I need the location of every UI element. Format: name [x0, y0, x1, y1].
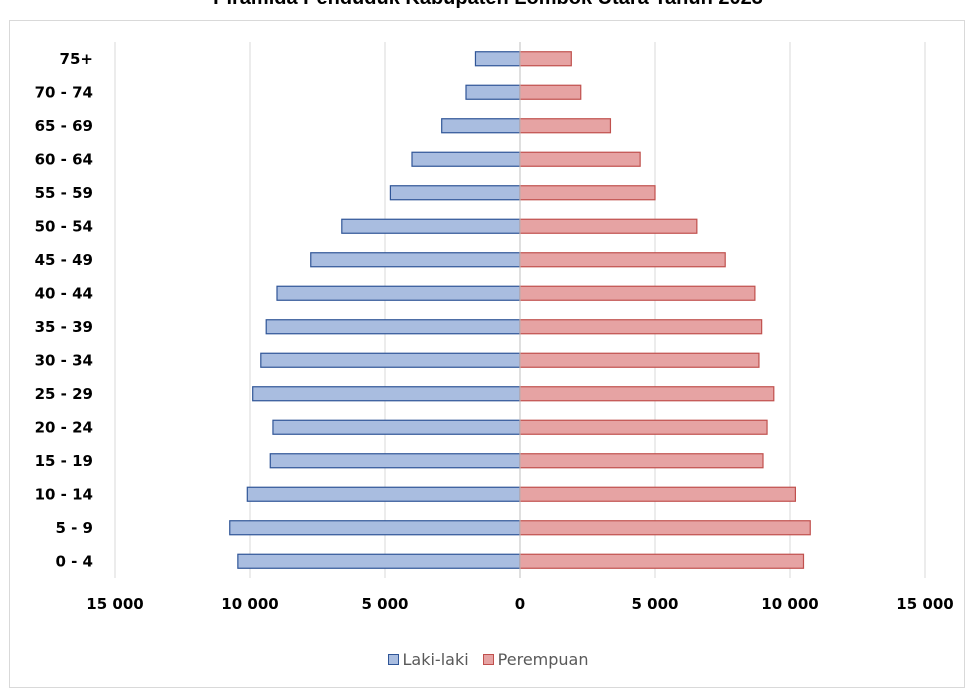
bar-laki-laki	[465, 84, 521, 100]
bar-perempuan	[519, 151, 641, 167]
bar-laki-laki	[341, 218, 521, 234]
bar-laki-laki	[272, 419, 521, 435]
y-tick-label: 50 - 54	[35, 217, 93, 235]
bar-laki-laki	[441, 118, 521, 134]
bar-perempuan	[519, 419, 768, 435]
legend-item-perempuan: Perempuan	[482, 650, 589, 669]
bar-laki-laki	[237, 553, 521, 569]
bar-perempuan	[519, 520, 811, 536]
y-tick-label: 20 - 24	[35, 418, 93, 436]
x-tick-label: 10 000	[761, 595, 818, 613]
legend-label-laki-laki: Laki-laki	[402, 650, 469, 669]
y-tick-label: 5 - 9	[55, 519, 93, 537]
axes: 15 000 10 000 5 000 0 5 000 10 000 15 000 0 - 4…	[35, 42, 954, 613]
legend-item-laki-laki: Laki-laki	[387, 650, 469, 669]
bar-perempuan	[519, 252, 726, 268]
bar-perempuan	[519, 352, 760, 368]
legend: Laki-laki Perempuan	[0, 650, 976, 669]
y-tick-label: 60 - 64	[35, 150, 93, 168]
bar-perempuan	[519, 553, 805, 569]
bar-laki-laki	[474, 51, 521, 67]
y-tick-label: 75+	[60, 50, 93, 68]
y-tick-label: 35 - 39	[35, 318, 93, 336]
x-tick-label: 5 000	[632, 595, 679, 613]
bar-perempuan	[519, 319, 763, 335]
x-tick-label: 15 000	[86, 595, 143, 613]
bar-perempuan	[519, 118, 612, 134]
y-tick-label: 0 - 4	[55, 552, 93, 570]
bar-perempuan	[519, 285, 756, 301]
y-tick-label: 40 - 44	[35, 284, 93, 302]
bar-laki-laki	[269, 453, 521, 469]
bar-laki-laki	[310, 252, 521, 268]
bar-perempuan	[519, 453, 764, 469]
x-tick-label: 5 000	[362, 595, 409, 613]
bar-laki-laki	[229, 520, 521, 536]
bar-perempuan	[519, 218, 698, 234]
chart-title: Piramida Penduduk Kabupaten Lombok Utara…	[0, 0, 976, 10]
y-tick-label: 30 - 34	[35, 351, 93, 369]
bar-laki-laki	[265, 319, 521, 335]
legend-label-perempuan: Perempuan	[497, 650, 589, 669]
bar-perempuan	[519, 386, 775, 402]
bar-laki-laki	[389, 185, 521, 201]
legend-swatch-laki-laki	[387, 654, 399, 665]
bar-perempuan	[519, 486, 796, 502]
bar-laki-laki	[246, 486, 521, 502]
bar-laki-laki	[260, 352, 521, 368]
y-tick-label: 65 - 69	[35, 117, 93, 135]
y-tick-label: 15 - 19	[35, 452, 93, 470]
y-tick-label: 45 - 49	[35, 251, 93, 269]
x-tick-label: 10 000	[221, 595, 278, 613]
y-tick-label: 10 - 14	[35, 485, 93, 503]
bar-perempuan	[519, 185, 656, 201]
x-tick-label: 15 000	[896, 595, 953, 613]
y-tick-label: 55 - 59	[35, 184, 93, 202]
bar-perempuan	[519, 84, 582, 100]
bar-laki-laki	[411, 151, 521, 167]
y-tick-label: 70 - 74	[35, 83, 93, 101]
bar-perempuan	[519, 51, 572, 67]
legend-swatch-perempuan	[482, 654, 494, 665]
x-tick-label: 0	[515, 595, 525, 613]
bar-laki-laki	[276, 285, 521, 301]
bar-laki-laki	[252, 386, 521, 402]
y-tick-label: 25 - 29	[35, 385, 93, 403]
